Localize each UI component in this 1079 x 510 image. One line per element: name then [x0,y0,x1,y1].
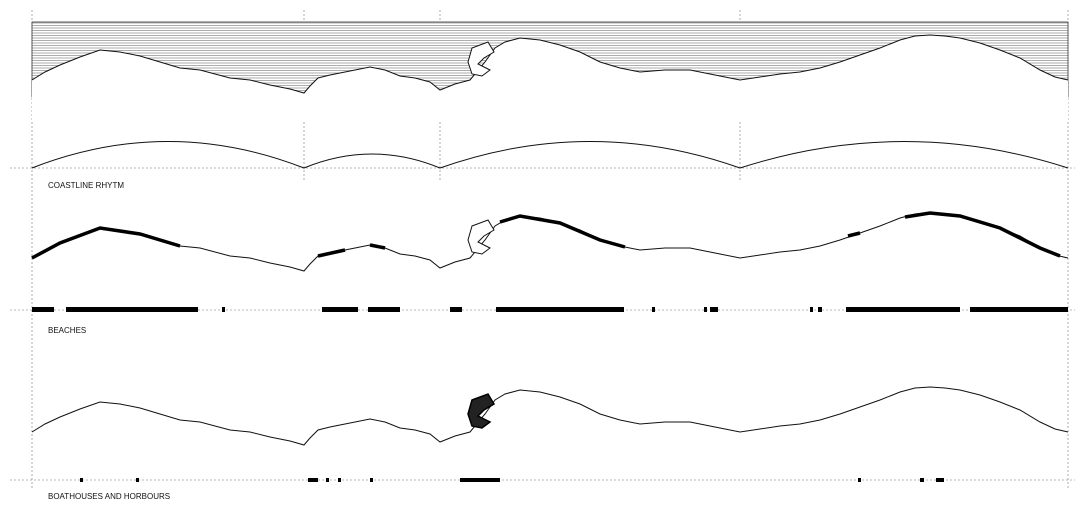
beach-segment [369,243,386,250]
beaches [31,211,1069,272]
section-label: BEACHES [48,326,86,335]
rhythm-arcs [31,141,1069,169]
harbour [467,393,495,429]
boathouses [31,386,1069,446]
beach-segment [499,214,626,249]
coastline [31,386,1069,446]
beach-segment [317,248,346,258]
coastline-rhythm: COASTLINE RHYTM [31,21,1069,190]
boathouse-bars [80,478,944,482]
section-label: COASTLINE RHYTM [48,181,124,190]
beach-segment [847,231,861,238]
beach-segment [31,226,181,260]
beach-segment [904,211,1061,258]
harbour [467,219,495,255]
beach-bars [32,307,1068,312]
land [32,35,1068,120]
section-label: BOATHOUSES AND HORBOURS [48,492,170,501]
